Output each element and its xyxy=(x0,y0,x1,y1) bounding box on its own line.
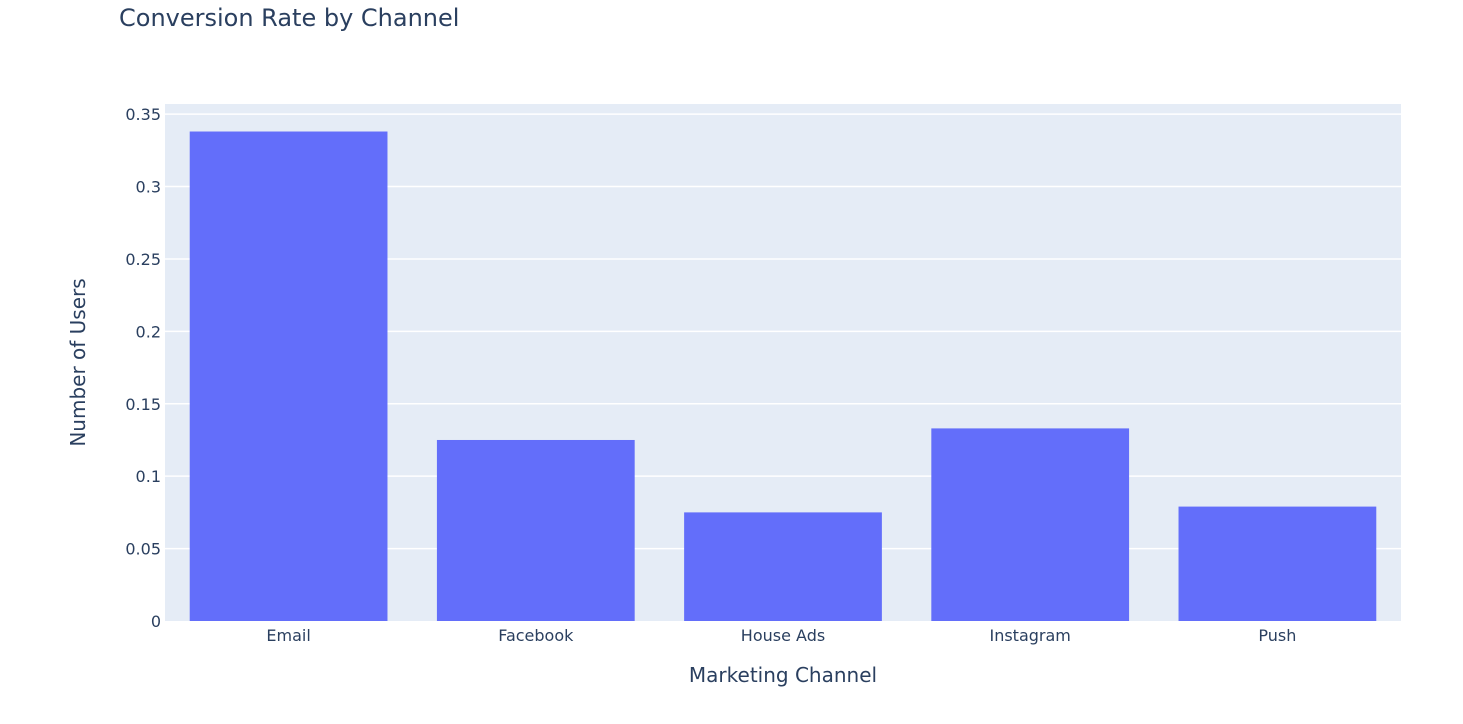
bar xyxy=(189,131,388,621)
y-tick-label: 0.3 xyxy=(136,178,161,197)
y-tick-label: 0.25 xyxy=(125,250,161,269)
y-tick-label: 0.05 xyxy=(125,540,161,559)
y-tick-label: 0.1 xyxy=(136,467,161,486)
x-axis-title: Marketing Channel xyxy=(689,663,877,687)
bar xyxy=(684,512,882,621)
x-tick-label: House Ads xyxy=(741,626,825,645)
x-tick-label: Push xyxy=(1258,626,1296,645)
y-tick-label: 0.15 xyxy=(125,395,161,414)
bar xyxy=(1178,506,1377,621)
y-tick-label: 0.2 xyxy=(136,322,161,341)
bar xyxy=(931,428,1130,621)
bar xyxy=(436,439,635,621)
y-tick-label: 0 xyxy=(151,612,161,631)
y-axis-title: Number of Users xyxy=(66,278,90,446)
y-tick-label: 0.35 xyxy=(125,105,161,124)
x-tick-label: Instagram xyxy=(989,626,1070,645)
chart-title: Conversion Rate by Channel xyxy=(119,4,460,32)
x-tick-label: Email xyxy=(266,626,310,645)
x-tick-label: Facebook xyxy=(498,626,574,645)
